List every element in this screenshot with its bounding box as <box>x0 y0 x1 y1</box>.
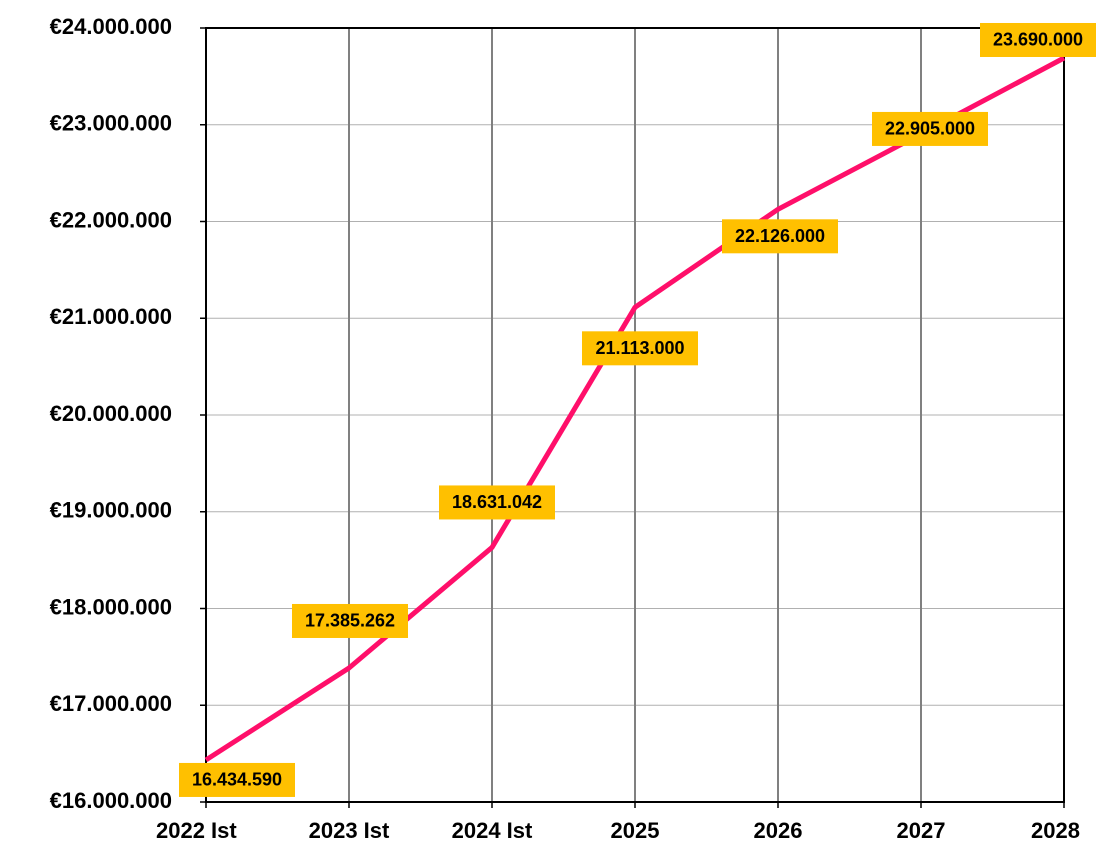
x-tick-label: 2026 <box>754 818 803 843</box>
x-tick-label: 2022 Ist <box>156 818 237 843</box>
value-label: 17.385.262 <box>305 611 395 631</box>
value-label-box <box>292 603 408 638</box>
y-tick-label: €17.000.000 <box>50 691 172 716</box>
y-tick-label: €18.000.000 <box>50 594 172 619</box>
value-label-box <box>582 331 698 366</box>
y-tick-label: €22.000.000 <box>50 207 172 232</box>
y-tick-label: €19.000.000 <box>50 498 172 523</box>
x-tick-label: 2025 <box>611 818 660 843</box>
y-tick-label: €23.000.000 <box>50 111 172 136</box>
y-tick-label: €20.000.000 <box>50 401 172 426</box>
y-tick-label: €16.000.000 <box>50 788 172 813</box>
value-label-box <box>179 762 295 797</box>
x-tick-label: 2023 Ist <box>309 818 390 843</box>
value-label: 16.434.590 <box>192 770 282 790</box>
value-label-box <box>439 485 555 520</box>
value-label: 23.690.000 <box>993 30 1083 50</box>
value-label-box <box>722 219 838 254</box>
value-label: 18.631.042 <box>452 492 542 512</box>
value-label: 22.905.000 <box>885 119 975 139</box>
value-label-box <box>980 22 1096 57</box>
x-tick-label: 2024 Ist <box>452 818 533 843</box>
value-label: 22.126.000 <box>735 226 825 246</box>
value-label-box <box>872 111 988 146</box>
y-tick-label: €21.000.000 <box>50 304 172 329</box>
value-label: 21.113.000 <box>595 338 684 358</box>
plot-border <box>205 27 1065 803</box>
y-tick-label: €24.000.000 <box>50 14 172 39</box>
x-tick-label: 2027 <box>897 818 946 843</box>
x-tick-label: 2028 <box>1031 818 1080 843</box>
